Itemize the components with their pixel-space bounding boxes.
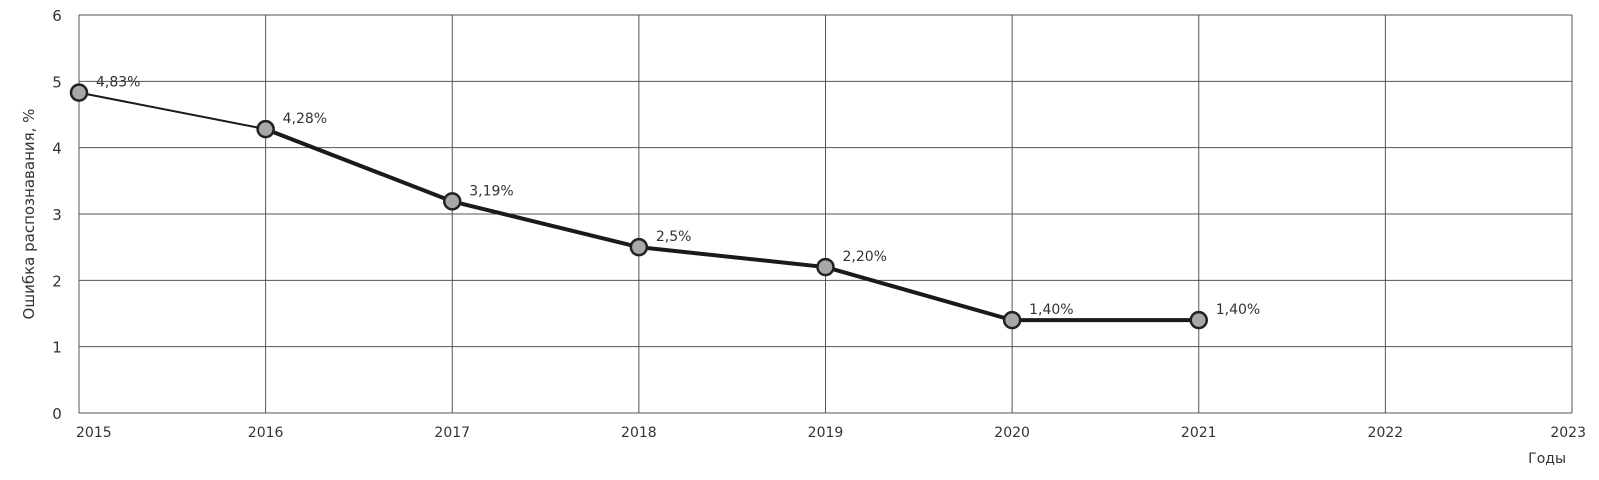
y-tick-label: 0	[52, 405, 62, 423]
data-label: 4,28%	[283, 111, 327, 127]
x-tick-label: 2021	[1181, 425, 1217, 441]
data-label: 4,83%	[96, 75, 140, 91]
x-tick-label: 2018	[621, 425, 657, 441]
line-segment	[78, 91, 267, 131]
data-point	[816, 257, 835, 277]
line-segment	[823, 265, 1015, 323]
data-label: 3,19%	[469, 183, 513, 199]
series	[69, 83, 1208, 330]
data-point	[69, 83, 89, 102]
data-label: 2,5%	[656, 229, 692, 245]
line-segment	[450, 199, 641, 250]
x-tick-label: 2022	[1368, 425, 1404, 441]
x-tick-label: 2020	[994, 425, 1030, 441]
y-tick-label: 4	[52, 140, 62, 158]
data-label: 2,20%	[843, 249, 887, 265]
grid	[78, 14, 1573, 414]
data-label: 1,40%	[1216, 302, 1260, 318]
x-tick-label: 2023	[1550, 425, 1586, 441]
data-point	[1002, 310, 1022, 330]
y-axis-label: Ошибка распознавания, %	[20, 109, 38, 320]
x-tick-label: 2015	[76, 425, 112, 441]
data-point	[1189, 310, 1208, 330]
line-segment	[636, 245, 828, 270]
x-tick-label: 2016	[248, 425, 284, 441]
y-tick-label: 1	[52, 339, 62, 357]
y-tick-label: 3	[52, 206, 62, 224]
y-tick-label: 5	[52, 73, 62, 91]
x-axis-ticks: 2015 2016 2017 2018 2019 2020 2021 2022 2023	[76, 425, 1586, 441]
data-labels: 4,83% 4,28% 3,19% 2,5% 2,20% 1,40% 1,40%	[96, 75, 1260, 319]
data-label: 1,40%	[1029, 302, 1073, 318]
line-segment	[263, 127, 455, 204]
data-point	[443, 192, 462, 211]
x-tick-label: 2019	[808, 425, 844, 441]
y-tick-label: 2	[52, 272, 62, 290]
x-tick-label: 2017	[434, 425, 470, 441]
y-axis-ticks: 0 1 2 3 4 5 6	[52, 7, 62, 423]
y-tick-label: 6	[52, 7, 62, 25]
data-point	[629, 237, 649, 257]
data-point	[256, 119, 275, 139]
x-axis-label: Годы	[1528, 451, 1566, 467]
